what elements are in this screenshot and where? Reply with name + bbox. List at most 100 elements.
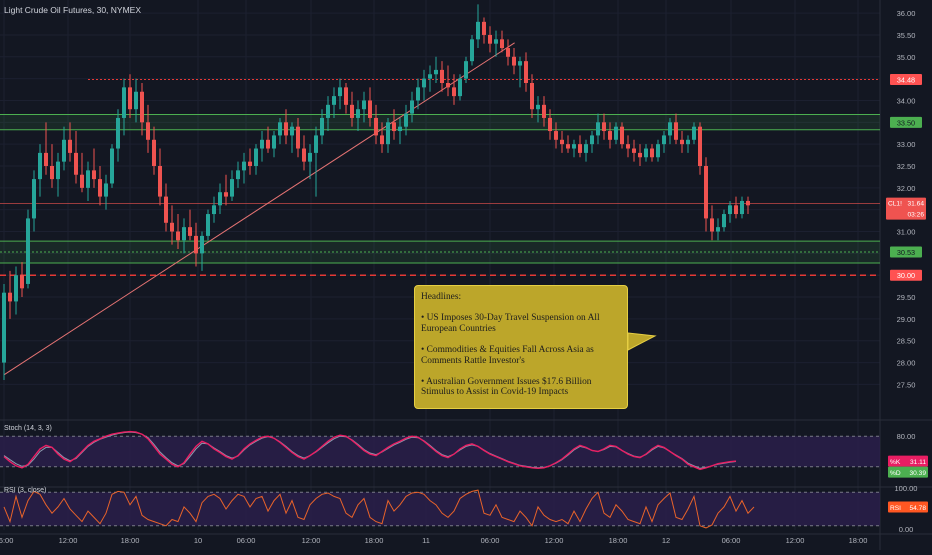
candle-body — [14, 275, 18, 302]
candle-body — [68, 139, 72, 153]
candle-body — [482, 21, 486, 35]
y-tick-label: 35.00 — [897, 53, 916, 62]
candle-body — [524, 61, 528, 83]
candle-body — [236, 170, 240, 180]
stoch-d-badge — [888, 466, 928, 478]
x-tick-label: 18:00 — [365, 536, 384, 545]
y-tick-label: 32.00 — [897, 184, 916, 193]
candle-body — [674, 122, 678, 140]
headlines-heading: Headlines: — [421, 292, 462, 302]
candle-body — [434, 69, 438, 75]
candle-body — [530, 83, 534, 110]
candle-body — [656, 144, 660, 158]
candle-body — [494, 39, 498, 44]
candle-body — [512, 56, 516, 66]
candle-body — [230, 179, 234, 197]
candle-body — [506, 48, 510, 57]
candle-body — [362, 100, 366, 110]
candle-body — [728, 205, 732, 215]
y-tick-label: 36.00 — [897, 9, 916, 18]
candle-body — [746, 200, 750, 206]
candle-body — [518, 61, 522, 66]
candle-body — [38, 152, 42, 180]
trendline — [3, 42, 515, 376]
candle-body — [218, 192, 222, 206]
rsi-line — [3, 489, 755, 529]
candle-body — [398, 126, 402, 132]
candle-body — [464, 61, 468, 79]
x-tick-label: 12:00 — [302, 536, 321, 545]
candle-body — [500, 39, 504, 49]
candle-body — [374, 117, 378, 136]
x-tick-label: 10 — [194, 536, 202, 545]
rsi-y-tick-label: 0.00 — [899, 525, 914, 534]
stoch-y-tick-label: 80.00 — [897, 432, 916, 441]
candle-body — [620, 126, 624, 145]
x-tick-label: 06:00 — [0, 536, 13, 545]
x-tick-label: 12:00 — [59, 536, 78, 545]
price-label-bg — [890, 269, 922, 281]
price-label-bg — [890, 116, 922, 128]
candle-body — [602, 122, 606, 132]
candle-body — [428, 74, 432, 79]
symbol-label: CL1! — [888, 201, 902, 208]
candle-body — [638, 152, 642, 158]
rsi-series — [3, 489, 755, 529]
candle-body — [8, 292, 12, 302]
candle-body — [488, 34, 492, 44]
y-tick-label: 33.00 — [897, 140, 916, 149]
candle-body — [662, 135, 666, 145]
x-tick-label: 11 — [422, 536, 430, 545]
candle-body — [698, 126, 702, 166]
candle-body — [296, 126, 300, 149]
candle-body — [446, 83, 450, 88]
candle-body — [290, 126, 294, 136]
candle-body — [632, 148, 636, 153]
callout-pointer — [627, 332, 657, 351]
countdown-label: 03:26 — [907, 212, 924, 219]
candle-body — [332, 96, 336, 105]
candle-body — [626, 144, 630, 149]
y-tick-label: 35.50 — [897, 31, 916, 40]
stoch-k-line — [3, 430, 737, 471]
candle-body — [740, 200, 744, 215]
candle-body — [704, 166, 708, 219]
candle-body — [92, 170, 96, 180]
candle-body — [212, 205, 216, 215]
candle-body — [422, 78, 426, 88]
candle-body — [350, 104, 354, 118]
y-tick-label: 29.50 — [897, 293, 916, 302]
x-tick-label: 06:00 — [722, 536, 741, 545]
candle-body — [272, 135, 276, 149]
candle-body — [56, 161, 60, 180]
candle-body — [452, 87, 456, 97]
candle-body — [344, 87, 348, 105]
candle-body — [326, 104, 330, 118]
rsi-title: RSI (3, close) — [4, 487, 47, 494]
x-tick-label: 18:00 — [849, 536, 868, 545]
last-price-label: 31.64 — [907, 201, 924, 208]
candle-body — [338, 87, 342, 97]
stoch-d-name: %D — [890, 470, 901, 477]
candle-body — [710, 218, 714, 232]
trendline-line — [3, 42, 515, 376]
candle-body — [122, 87, 126, 118]
y-tick-label: 29.00 — [897, 315, 916, 324]
candle-body — [104, 183, 108, 197]
candle-body — [164, 196, 168, 223]
candle-body — [2, 292, 6, 363]
stoch-title: Stoch (14, 3, 3) — [4, 425, 52, 432]
candle-body — [692, 126, 696, 140]
zone-fill — [0, 114, 880, 130]
stoch-k-badge — [888, 455, 928, 467]
price-label: 30.53 — [897, 248, 915, 257]
stoch-band — [0, 436, 880, 467]
candle-body — [110, 148, 114, 184]
candle-body — [542, 104, 546, 118]
candle-body — [536, 104, 540, 110]
candle-body — [20, 275, 24, 289]
candle-body — [74, 152, 78, 175]
candle-body — [410, 100, 414, 114]
